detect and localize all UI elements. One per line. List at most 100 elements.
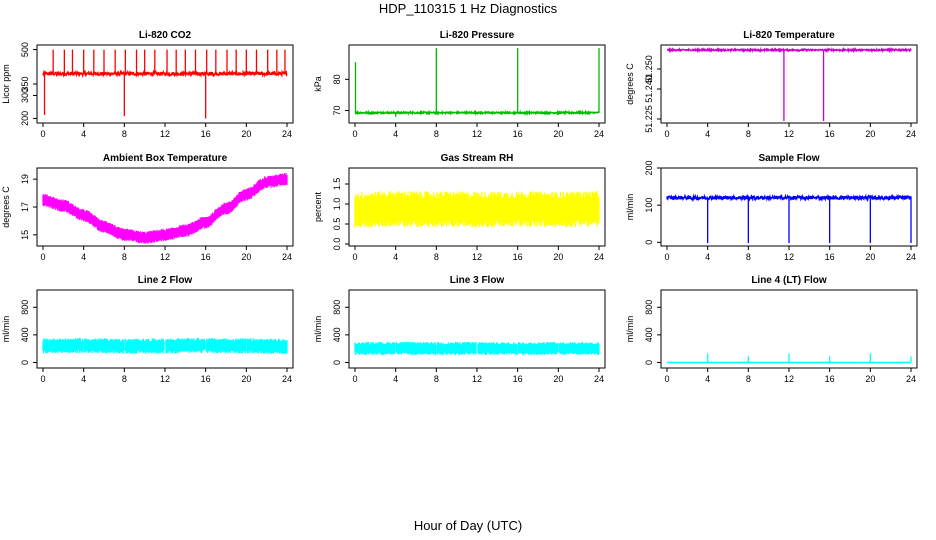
y-tick-label: 0.0 [332,238,342,251]
x-tick-label: 0 [40,374,45,384]
plot-frame [36,44,294,124]
x-tick-label: 0 [40,129,45,139]
chart-title: Gas Stream RH [441,153,514,164]
x-tick-label: 12 [784,129,794,139]
y-tick-label: 500 [20,42,30,57]
y-tick-label: 0 [644,240,654,245]
x-tick-label: 12 [472,129,482,139]
x-tick-label: 8 [746,252,751,262]
x-tick-label: 16 [513,374,523,384]
x-tick-label: 0 [664,129,669,139]
x-tick-label: 24 [282,374,292,384]
x-tick-label: 8 [434,374,439,384]
x-tick-label: 4 [393,374,398,384]
x-tick-label: 12 [472,374,482,384]
series-line [354,109,600,117]
chart-panel-2: Li-820 Pressure kPa 0 4 8 12 16 20 24 70 80 [313,30,606,139]
chart-title: Line 2 Flow [138,275,193,286]
page-title: HDP_110315 1 Hz Diagnostics [378,1,558,16]
y-tick-label: 400 [644,327,654,342]
chart-title: Li-820 Temperature [743,30,835,41]
y-tick-label: 1.5 [332,178,342,191]
y-axis-label: ml/min [313,316,323,343]
y-tick-label: 0 [20,360,30,365]
x-tick-label: 20 [553,252,563,262]
y-tick-label: 1.0 [332,198,342,211]
y-tick-label: 300 [20,88,30,103]
y-tick-label: 200 [644,160,654,175]
series-line [666,46,912,54]
x-tick-label: 20 [865,252,875,262]
y-tick-label: 51.240 [644,75,654,103]
x-tick-label: 20 [553,129,563,139]
x-tick-label: 4 [393,252,398,262]
y-tick-label: 400 [332,327,342,342]
x-tick-label: 0 [352,129,357,139]
x-tick-label: 8 [122,374,127,384]
y-axis-label: ml/min [1,316,11,343]
chart-title: Li-820 CO2 [139,30,192,41]
y-tick-label: 400 [20,327,30,342]
x-tick-label: 20 [241,252,251,262]
y-tick-label: 80 [332,74,342,84]
y-tick-label: 0.5 [332,218,342,231]
y-axis-label: ml/min [625,316,635,343]
x-axis-label: Hour of Day (UTC) [413,518,523,533]
x-tick-label: 16 [513,129,523,139]
x-tick-label: 24 [594,252,604,262]
x-tick-label: 4 [81,129,86,139]
y-tick-label: 19 [20,174,30,184]
x-tick-label: 16 [201,129,211,139]
chart-panel-8: Line 3 Flow ml/min 0 4 8 12 16 20 24 0 400 800 [313,275,606,384]
x-tick-label: 4 [81,252,86,262]
y-axis-label: kPa [313,76,323,92]
chart-panel-5: Gas Stream RH percent 0 4 8 12 16 20 24 0.0 0.5 1.0… [313,153,606,262]
plot-area [354,341,600,356]
x-tick-label: 16 [825,252,835,262]
plot-area [354,48,600,117]
chart-title: Line 3 Flow [450,275,505,286]
x-tick-label: 20 [865,374,875,384]
plot-frame [36,289,294,369]
x-tick-label: 12 [160,374,170,384]
x-tick-label: 12 [472,252,482,262]
chart-title: Li-820 Pressure [440,30,515,41]
chart-title: Sample Flow [758,153,819,164]
y-tick-label: 51.225 [644,105,654,133]
x-tick-label: 20 [241,374,251,384]
x-tick-label: 16 [201,374,211,384]
x-tick-label: 8 [746,374,751,384]
x-tick-label: 20 [865,129,875,139]
x-tick-label: 24 [282,252,292,262]
plot-area [666,46,912,121]
x-tick-label: 12 [160,252,170,262]
y-tick-label: 800 [644,300,654,315]
y-tick-label: 15 [20,230,30,240]
y-tick-label: 0 [644,360,654,365]
x-tick-label: 16 [513,252,523,262]
plot-area [42,338,288,354]
y-tick-label: 0 [332,360,342,365]
x-tick-label: 12 [784,252,794,262]
y-tick-label: 70 [332,106,342,116]
x-tick-label: 20 [241,129,251,139]
series-line [42,69,288,79]
x-tick-label: 24 [594,129,604,139]
x-tick-label: 0 [40,252,45,262]
x-tick-label: 16 [825,374,835,384]
x-tick-label: 20 [553,374,563,384]
chart-title: Ambient Box Temperature [103,153,228,164]
y-axis-label: percent [313,191,323,222]
x-tick-label: 16 [825,129,835,139]
x-tick-label: 0 [352,252,357,262]
x-tick-label: 4 [705,374,710,384]
y-axis-label: degrees C [625,63,635,105]
plot-area [666,353,912,364]
x-tick-label: 12 [784,374,794,384]
x-tick-label: 8 [434,129,439,139]
plot-frame [348,289,606,369]
x-tick-label: 24 [906,252,916,262]
x-tick-label: 24 [282,129,292,139]
